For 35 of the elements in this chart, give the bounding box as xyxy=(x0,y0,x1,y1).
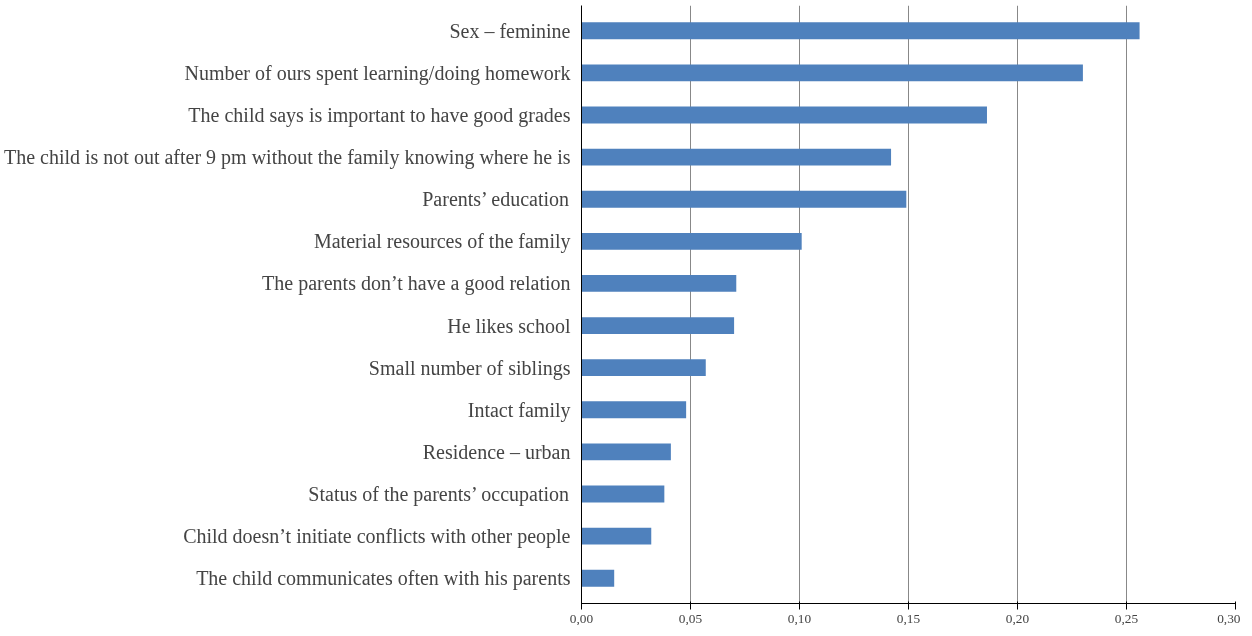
x-tick-label: 0,30 xyxy=(1217,610,1241,626)
x-tick-label: 0,00 xyxy=(569,610,594,626)
y-tick-label: The child is not out after 9 pm without the family knowing where he is xyxy=(3,146,571,170)
bar xyxy=(581,317,735,334)
x-tick-label: 0,15 xyxy=(896,610,921,626)
bar xyxy=(581,148,892,166)
y-tick-label: Intact family xyxy=(467,398,571,422)
y-tick-label: Status of the parents’ occupation xyxy=(308,483,570,507)
y-tick-label: Small number of siblings xyxy=(368,356,571,380)
bar xyxy=(581,232,802,250)
y-tick-label: Material resources of the family xyxy=(313,230,571,254)
bar xyxy=(581,443,671,461)
x-tick-label: 0,10 xyxy=(787,610,812,626)
y-tick-label: Parents’ education xyxy=(422,188,570,211)
bar xyxy=(581,190,907,208)
bar xyxy=(581,106,987,124)
x-tick-label: 0,20 xyxy=(1005,610,1030,626)
bar xyxy=(581,22,1140,40)
bar xyxy=(581,275,737,292)
y-tick-label: The parents don’t have a good relation xyxy=(262,272,571,296)
bar xyxy=(581,527,652,545)
x-tick-label: 0,25 xyxy=(1114,610,1139,626)
bar xyxy=(581,569,615,587)
x-tick-label: 0,05 xyxy=(678,610,703,626)
y-tick-label: Sex – feminine xyxy=(449,19,571,42)
y-tick-label: Child doesn’t initiate conflicts with other people xyxy=(183,525,571,549)
bar xyxy=(581,64,1083,82)
bar xyxy=(581,485,665,503)
y-tick-label: Number of ours spent learning/doing homework xyxy=(184,61,571,85)
y-tick-label: The child says is important to have good grades xyxy=(188,103,571,127)
y-tick-label: Residence – urban xyxy=(422,440,571,463)
y-tick-label: He likes school xyxy=(447,314,571,337)
y-tick-label: The child communicates often with his parents xyxy=(196,567,571,591)
bar xyxy=(581,359,706,377)
bar xyxy=(581,401,687,419)
